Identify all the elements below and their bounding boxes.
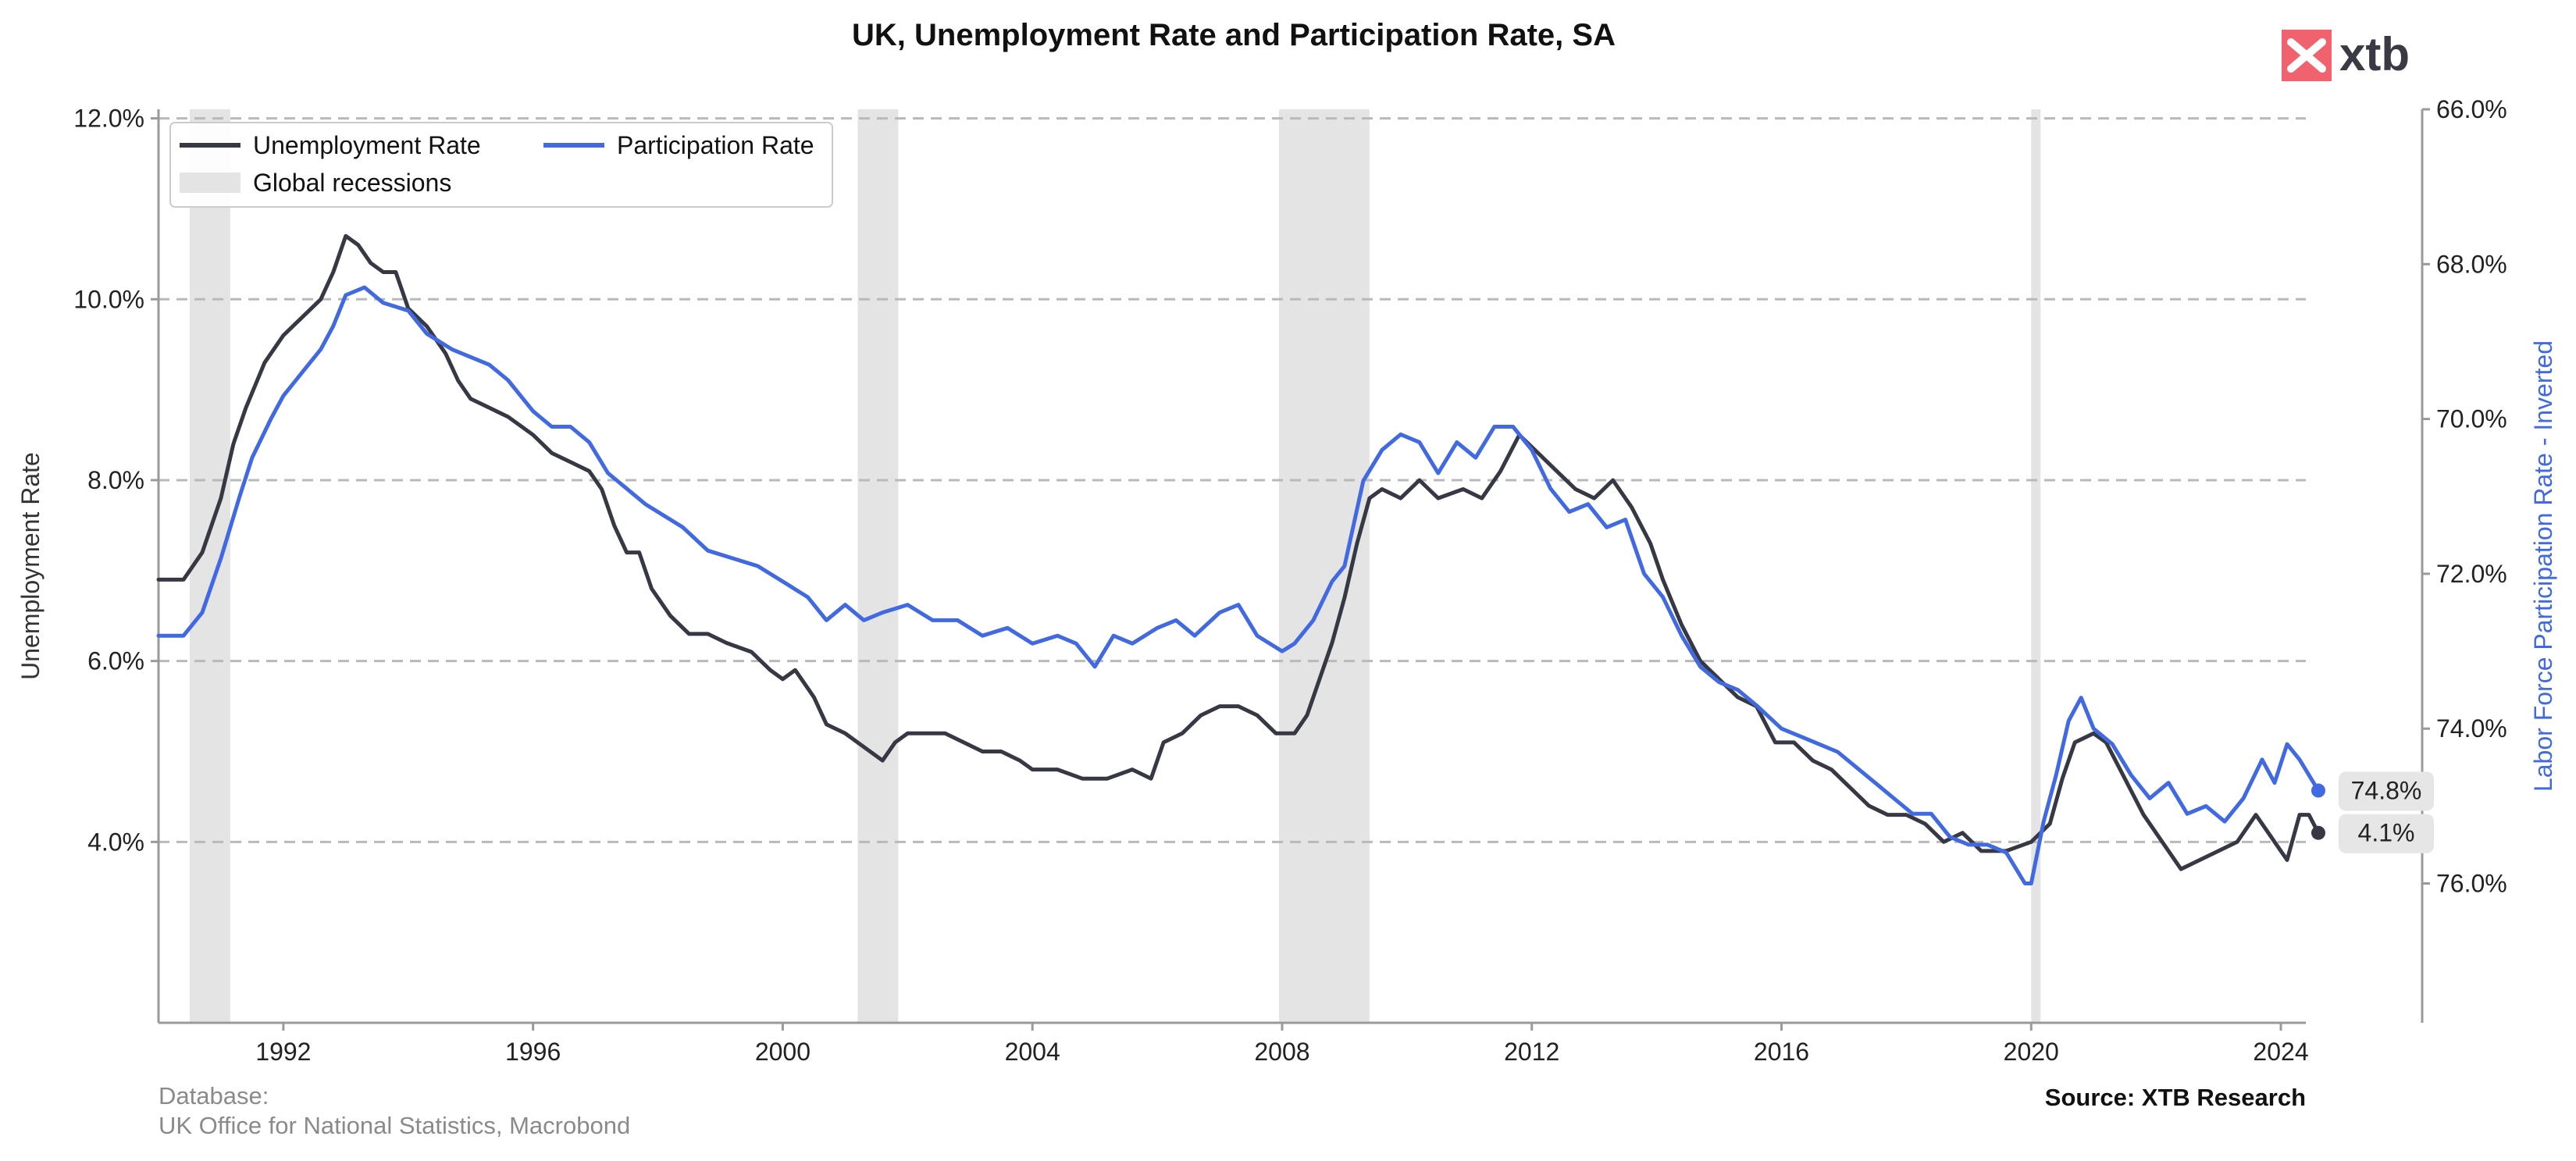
x-tick-label: 2004 — [1005, 1038, 1060, 1066]
footnote-database: Database: — [159, 1082, 269, 1109]
y-axis-ticks: 4.0% 6.0% 8.0% 10.0% 12.0% — [73, 105, 159, 856]
recession-band — [857, 109, 899, 1023]
right-y-tick-label: 74.0% — [2436, 714, 2507, 743]
chart-title: UK, Unemployment Rate and Participation … — [852, 18, 1616, 52]
right-y-tick-label: 66.0% — [2436, 95, 2507, 123]
right-y-tick-label: 68.0% — [2436, 250, 2507, 278]
xtb-logo: xtb — [2282, 28, 2410, 81]
x-tick-label: 2016 — [1754, 1038, 1809, 1066]
legend-label-unemployment: Unemployment Rate — [253, 131, 481, 159]
legend-swatch-recessions — [180, 173, 240, 193]
y-tick-label: 6.0% — [87, 647, 144, 675]
unemployment-end-label-box — [2338, 814, 2434, 853]
right-y-axis-ticks: 66.0% 68.0% 70.0% 72.0% 74.0% 76.0% — [2422, 95, 2507, 898]
x-tick-label: 2020 — [2004, 1038, 2059, 1066]
legend-box — [169, 122, 833, 208]
recession-band — [1278, 109, 1370, 1023]
right-y-tick-label: 70.0% — [2436, 405, 2507, 433]
logo-x-icon — [2287, 38, 2326, 73]
x-tick-label: 2000 — [755, 1038, 811, 1066]
source-note: Source: XTB Research — [2045, 1084, 2306, 1111]
gridlines — [159, 117, 2306, 843]
series-lines — [156, 233, 2321, 885]
recession-band — [2031, 109, 2041, 1023]
legend-label-recessions: Global recessions — [253, 169, 451, 197]
y-tick-label: 4.0% — [87, 828, 144, 856]
axes — [157, 109, 2424, 1024]
x-tick-label: 2024 — [2253, 1038, 2308, 1066]
y-tick-label: 8.0% — [87, 466, 144, 494]
right-y-tick-label: 72.0% — [2436, 560, 2507, 588]
y-tick-label: 10.0% — [73, 285, 144, 313]
unemployment-end-label: 4.1% — [2358, 819, 2415, 847]
x-tick-label: 2012 — [1504, 1038, 1559, 1066]
series-endpoints: 4.1% 74.8% — [2311, 771, 2434, 853]
logo-text: xtb — [2339, 28, 2410, 80]
x-tick-label: 1992 — [255, 1038, 311, 1066]
participation-end-marker — [2311, 783, 2325, 798]
legend-label-participation: Participation Rate — [617, 131, 814, 159]
recession-band — [189, 109, 230, 1023]
right-y-axis-label: Labor Force Participation Rate - Inverte… — [2529, 340, 2557, 792]
y-tick-label: 12.0% — [73, 105, 144, 133]
x-axis-ticks: 1992 1996 2000 2004 2008 2012 2016 2020 2024 — [255, 1023, 2309, 1066]
right-y-tick-label: 76.0% — [2436, 870, 2507, 898]
participation-end-label: 74.8% — [2351, 777, 2422, 805]
footnote-provider: UK Office for National Statistics, Macro… — [159, 1112, 630, 1139]
x-tick-label: 1996 — [505, 1038, 561, 1066]
unemployment-rate-line — [156, 233, 2321, 871]
participation-end-label-box — [2338, 771, 2434, 811]
y-axis-label: Unemployment Rate — [16, 452, 45, 680]
x-tick-label: 2008 — [1254, 1038, 1309, 1066]
recession-bands — [189, 109, 2041, 1023]
legend: Unemployment Rate Participation Rate Glo… — [169, 122, 833, 208]
unemployment-end-marker — [2311, 825, 2325, 840]
participation-rate-line — [156, 285, 2321, 885]
